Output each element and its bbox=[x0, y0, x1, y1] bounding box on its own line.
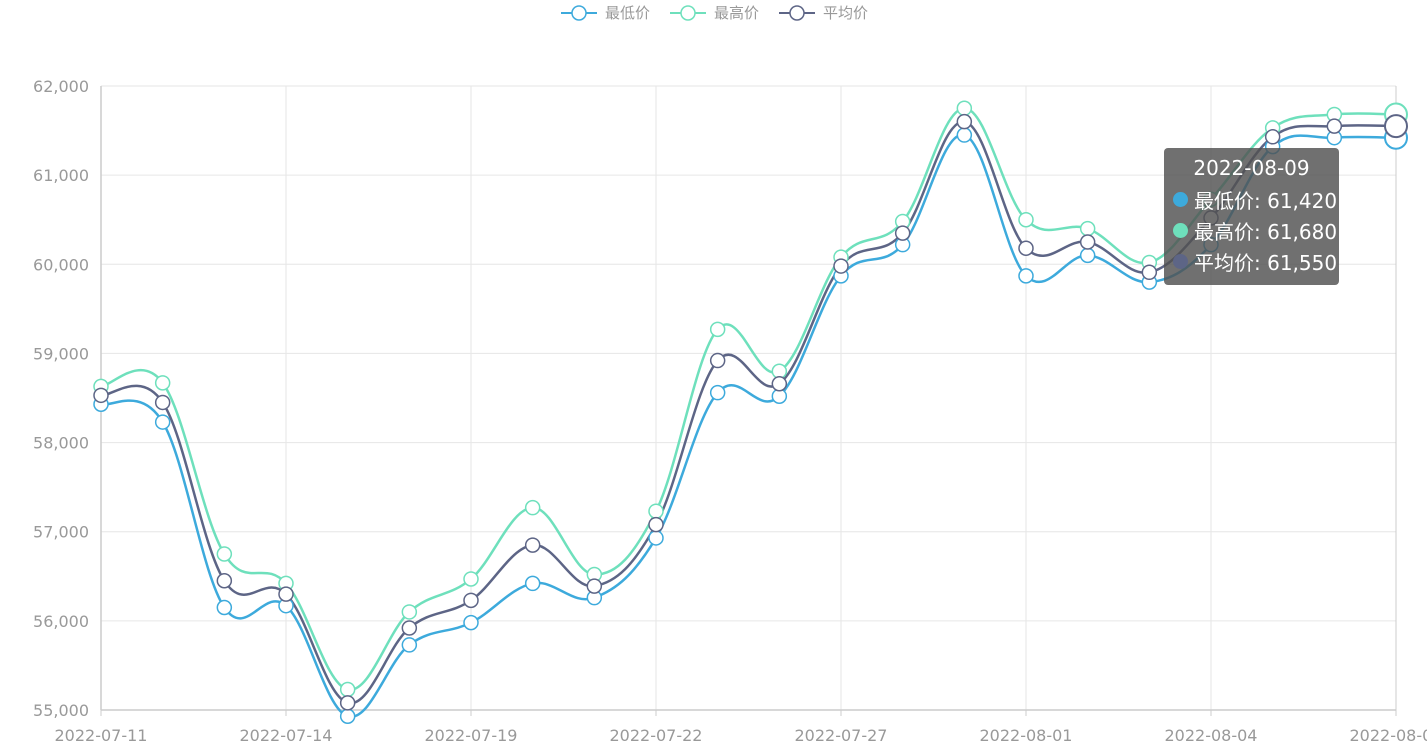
data-point-avg-price[interactable] bbox=[894, 225, 911, 241]
data-point-min-price[interactable] bbox=[339, 708, 356, 724]
data-point-max-price[interactable] bbox=[709, 321, 726, 338]
legend-min-price-icon bbox=[560, 5, 597, 21]
tooltip-label-max: 最高价: 61,680 bbox=[1194, 220, 1338, 244]
data-point-min-price[interactable] bbox=[1079, 247, 1096, 264]
data-point-avg-price[interactable] bbox=[1141, 264, 1158, 281]
data-point-min-price[interactable] bbox=[216, 599, 233, 616]
data-point-avg-price[interactable] bbox=[401, 620, 418, 636]
points-layer bbox=[93, 100, 1408, 724]
tooltip-dot-avg bbox=[1173, 254, 1188, 269]
data-point-max-price[interactable] bbox=[154, 375, 171, 391]
tooltip-row-max: 最高价: 61,680 bbox=[1173, 215, 1339, 246]
data-point-min-price[interactable] bbox=[648, 530, 664, 546]
data-point-max-price[interactable] bbox=[524, 499, 541, 516]
tooltip-label-avg: 平均价: 61,550 bbox=[1194, 251, 1338, 275]
y-tick-label: 56,000 bbox=[33, 612, 89, 631]
legend-item-min-price[interactable]: 最低价 bbox=[559, 2, 650, 23]
x-tick-label: 2022-07-14 bbox=[240, 726, 333, 743]
data-point-avg-price[interactable] bbox=[154, 394, 171, 411]
data-point-avg-price[interactable] bbox=[278, 586, 294, 602]
data-point-max-price[interactable] bbox=[1079, 220, 1096, 237]
tooltip-label-min: 最低价: 61,420 bbox=[1194, 189, 1338, 213]
y-tick-label: 58,000 bbox=[33, 434, 89, 453]
tooltip: 2022-08-09 最低价: 61,420 最高价: 61,680 平均价: … bbox=[1164, 148, 1339, 285]
data-point-max-price[interactable] bbox=[339, 681, 356, 698]
y-tick-label: 57,000 bbox=[33, 523, 89, 542]
data-point-avg-price[interactable] bbox=[93, 387, 109, 404]
y-tick-label: 60,000 bbox=[33, 255, 89, 274]
data-point-max-price[interactable] bbox=[956, 100, 973, 117]
tooltip-title: 2022-08-09 bbox=[1193, 156, 1310, 180]
x-tick-label: 2022-08-09 bbox=[1350, 726, 1427, 743]
tooltip-row-min: 最低价: 61,420 bbox=[1173, 184, 1339, 215]
data-point-max-price[interactable] bbox=[401, 604, 418, 620]
tooltip-dot-max bbox=[1173, 223, 1188, 238]
x-tick-label: 2022-07-19 bbox=[425, 726, 518, 743]
data-point-avg-price[interactable] bbox=[1326, 118, 1343, 134]
data-point-min-price[interactable] bbox=[956, 127, 973, 143]
y-tick-label: 61,000 bbox=[33, 166, 89, 185]
x-tick-label: 2022-08-04 bbox=[1165, 726, 1258, 743]
y-tick-label: 55,000 bbox=[33, 701, 89, 720]
x-tick-label: 2022-08-01 bbox=[980, 726, 1073, 743]
tooltip-dot-min bbox=[1173, 192, 1188, 207]
data-point-avg-price[interactable] bbox=[1384, 114, 1408, 139]
data-point-avg-price[interactable] bbox=[1079, 234, 1096, 250]
legend-label-avg-price: 平均价 bbox=[823, 3, 869, 22]
data-point-min-price[interactable] bbox=[1018, 268, 1034, 284]
data-point-avg-price[interactable] bbox=[216, 572, 233, 589]
legend-item-max-price[interactable]: 最高价 bbox=[668, 2, 759, 23]
tooltip-row-avg: 平均价: 61,550 bbox=[1173, 246, 1339, 277]
data-point-avg-price[interactable] bbox=[463, 592, 479, 609]
y-tick-label: 59,000 bbox=[33, 344, 89, 363]
data-point-avg-price[interactable] bbox=[771, 375, 788, 392]
legend-avg-price-icon bbox=[779, 5, 815, 21]
legend-label-min-price: 最低价 bbox=[604, 3, 650, 22]
data-point-min-price[interactable] bbox=[709, 384, 726, 401]
data-point-min-price[interactable] bbox=[154, 414, 171, 430]
data-point-avg-price[interactable] bbox=[1018, 240, 1034, 256]
data-point-avg-price[interactable] bbox=[833, 258, 849, 274]
data-point-min-price[interactable] bbox=[463, 614, 479, 631]
data-point-avg-price[interactable] bbox=[956, 113, 973, 130]
data-point-min-price[interactable] bbox=[524, 575, 541, 592]
data-point-avg-price[interactable] bbox=[524, 537, 541, 553]
data-point-avg-price[interactable] bbox=[709, 352, 726, 369]
legend-label-max-price: 最高价 bbox=[713, 3, 759, 22]
x-tick-label: 2022-07-27 bbox=[795, 726, 888, 743]
data-point-min-price[interactable] bbox=[401, 637, 418, 653]
y-tick-label: 62,000 bbox=[33, 77, 89, 96]
data-point-max-price[interactable] bbox=[463, 571, 479, 587]
legend-max-price-icon bbox=[669, 5, 706, 21]
legend-item-avg-price[interactable]: 平均价 bbox=[777, 2, 868, 23]
data-point-max-price[interactable] bbox=[1018, 211, 1034, 228]
axes: 55,000 56,000 57,000 58,000 59,000 60,000 61,0… bbox=[33, 77, 1427, 743]
data-point-avg-price[interactable] bbox=[648, 516, 664, 533]
x-tick-label: 2022-07-22 bbox=[610, 726, 703, 743]
data-point-max-price[interactable] bbox=[648, 503, 664, 519]
data-point-avg-price[interactable] bbox=[339, 695, 356, 711]
x-tick-label: 2022-07-11 bbox=[55, 726, 148, 743]
data-point-avg-price[interactable] bbox=[586, 578, 603, 594]
data-point-avg-price[interactable] bbox=[1264, 129, 1281, 145]
legend: 最低价 最高价 平均价 bbox=[0, 0, 1427, 24]
data-point-max-price[interactable] bbox=[216, 546, 233, 562]
